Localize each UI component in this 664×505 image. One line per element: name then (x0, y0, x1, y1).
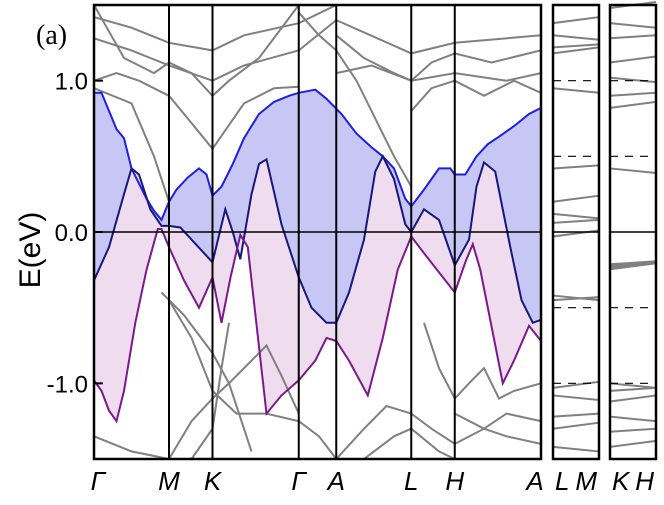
k-point-label: Γ (291, 466, 307, 496)
side-panel-k-label: H (635, 466, 654, 496)
y-tick-label: 1.0 (55, 69, 88, 96)
k-point-label: H (445, 466, 464, 496)
upper-shaded-region (94, 89, 541, 323)
side-band-line (609, 427, 657, 433)
side-band-line (609, 439, 657, 448)
k-point-label: Γ (91, 466, 107, 496)
side-band-line (552, 445, 600, 453)
background-band-line (94, 5, 300, 98)
background-band-line (335, 34, 541, 82)
y-tick-label: -1.0 (47, 371, 88, 398)
side-panel-k-label: M (575, 466, 597, 496)
background-band-line (190, 322, 230, 459)
lower-shaded-region (94, 156, 541, 422)
k-point-label: L (404, 466, 418, 496)
background-band-line (336, 64, 541, 82)
side-band-line (552, 43, 600, 49)
side-band-line (552, 380, 600, 389)
side-band-line (609, 167, 657, 174)
side-band-line (609, 260, 657, 271)
background-band-line (423, 322, 541, 401)
y-tick-labels: 1.0 0.0 -1.0 (47, 69, 88, 399)
side-panel-border (551, 3, 601, 461)
background-band-line (168, 381, 253, 459)
side-band-line (609, 55, 657, 64)
side-band-line (552, 194, 600, 203)
side-band-line (552, 412, 600, 418)
side-band-line (552, 87, 600, 94)
side-panel-k-label: L (555, 466, 569, 496)
k-point-label: M (158, 466, 180, 496)
side-band-line (552, 218, 600, 224)
main-plot-area (94, 5, 541, 459)
side-band-line (609, 382, 657, 389)
panel-label: (a) (36, 20, 67, 51)
background-band-line (454, 412, 541, 445)
side-panel-k-label: K (612, 466, 631, 496)
side-band-line (609, 91, 657, 97)
background-band-line (410, 79, 541, 112)
side-band-line (609, 76, 657, 84)
background-band-line (363, 427, 456, 459)
k-point-label: A (524, 466, 543, 496)
k-point-label: K (204, 466, 223, 496)
side-band-line (552, 34, 600, 41)
background-band-line (335, 404, 541, 459)
side-band-line (552, 421, 600, 430)
k-point-label: A (326, 466, 345, 496)
background-band-line (94, 18, 541, 82)
band-line-lower (94, 228, 541, 424)
y-tick-label: 0.0 (55, 220, 88, 247)
side-band-line (552, 46, 600, 55)
background-band-line (298, 11, 413, 188)
background-band-line (168, 299, 338, 459)
side-band-line (552, 16, 600, 25)
side-band-line (609, 22, 657, 29)
background-band-line (94, 5, 337, 52)
background-band-line (94, 72, 299, 151)
side-band-line (552, 296, 600, 302)
background-band-line (160, 291, 300, 415)
side-band-line (552, 394, 600, 401)
band-line-middle (94, 154, 541, 325)
side-band-line (609, 34, 657, 40)
background-band-line (94, 435, 170, 459)
main-plot-frame (92, 3, 543, 461)
side-band-line (609, 100, 657, 109)
side-band-line (609, 394, 657, 403)
side-band-line (552, 212, 600, 220)
y-axis-label: E(eV) (14, 212, 47, 289)
side-band-line (609, 415, 657, 423)
background-band-line (94, 87, 170, 203)
side-band-line (552, 164, 600, 170)
side-panel-border (608, 3, 658, 461)
side-band-line (609, 386, 657, 392)
